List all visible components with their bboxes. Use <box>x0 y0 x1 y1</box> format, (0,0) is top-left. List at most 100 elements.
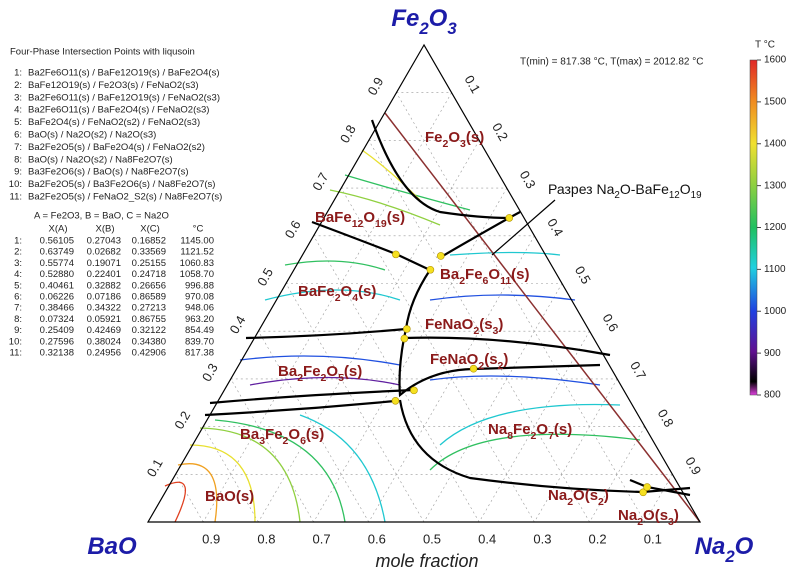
reaction-id: 7: <box>14 142 22 153</box>
row-id: 1: <box>14 236 22 247</box>
tick-label: 0.1 <box>462 73 484 96</box>
tick-label: 0.1 <box>144 456 166 479</box>
colorbar-label: 1300 <box>764 180 787 191</box>
tick-label: 0.5 <box>254 265 276 288</box>
phase-label: Ba2Fe2O5(s) <box>278 363 362 384</box>
reaction-id: 3: <box>14 92 22 103</box>
phase-label: FeNaO2(s2) <box>430 351 508 372</box>
tick-label: 0.8 <box>257 531 275 546</box>
corner-label: BaO <box>87 533 137 560</box>
column-header: X(C) <box>140 224 160 235</box>
phase-label: Na8Fe2O7(s) <box>488 421 572 442</box>
cell: 0.42906 <box>132 348 166 359</box>
grid-line <box>313 187 508 523</box>
cell: 839.70 <box>185 336 214 347</box>
cell: 0.25409 <box>40 325 74 336</box>
cell: 1060.83 <box>180 258 214 269</box>
phase-label: BaFe12O19(s) <box>315 209 405 230</box>
boundary <box>204 399 396 417</box>
tick-label: 0.9 <box>202 531 220 546</box>
row-id: 7: <box>14 303 22 314</box>
reaction-id: 11: <box>9 192 22 203</box>
reaction-id: 9: <box>14 167 22 178</box>
colorbar-label: 1200 <box>764 222 787 233</box>
reaction: BaO(s) / Na2O(s2) / Na8Fe2O7(s) <box>28 154 173 165</box>
colorbar-label: 900 <box>764 348 781 359</box>
phase-label: Na2O(s3) <box>618 507 679 528</box>
cell: 0.07186 <box>87 292 121 303</box>
tick-label: 0.1 <box>644 531 662 546</box>
isotherm <box>429 433 641 471</box>
cell: 0.24956 <box>87 348 121 359</box>
phase-label: Fe2O3(s) <box>425 129 484 150</box>
cell: 970.08 <box>185 292 214 303</box>
reaction: Ba2Fe2O5(s) / FeNaO2_S2(s) / Na8Fe2O7(s) <box>28 192 222 203</box>
reaction: Ba2Fe2O5(s) / Ba3Fe2O6(s) / Na8Fe2O7(s) <box>28 179 215 190</box>
isotherm <box>429 294 576 301</box>
row-id: 5: <box>14 280 22 291</box>
row-id: 6: <box>14 292 22 303</box>
cell: 0.27043 <box>87 236 121 247</box>
boundary <box>209 388 415 405</box>
phase-label: BaFe2O4(s) <box>298 283 376 304</box>
annotation: Разрез Na2O-BaFe12O19 <box>548 181 702 201</box>
colorbar-title: T °C <box>755 40 775 51</box>
isotherm <box>239 355 401 366</box>
cell: 963.20 <box>185 314 214 325</box>
reaction: Ba2Fe6O11(s) / BaFe12O19(s) / FeNaO2(s3) <box>28 92 220 103</box>
isotherm <box>344 174 471 211</box>
colorbar-label: 1000 <box>764 306 787 317</box>
intersection-point <box>643 483 651 491</box>
tick-label: 0.2 <box>489 120 511 143</box>
boundary <box>370 119 521 220</box>
intersection-point <box>426 265 435 274</box>
cell: 0.55774 <box>40 258 74 269</box>
cell: 0.63749 <box>40 247 74 258</box>
reaction-id: 6: <box>14 130 22 141</box>
intersection-point <box>410 386 418 395</box>
cell: 0.32122 <box>132 325 166 336</box>
isotherm <box>199 427 301 523</box>
tick-label: 0.6 <box>600 311 622 334</box>
cell: 0.19071 <box>87 258 121 269</box>
tick-label: 0.4 <box>544 216 566 239</box>
intersection-point <box>400 334 409 343</box>
cell: 996.88 <box>185 280 214 291</box>
phase-label: Ba2Fe6O11(s) <box>440 266 530 287</box>
grid-line <box>589 426 646 523</box>
tick-label: 0.2 <box>589 531 607 546</box>
grid-line <box>175 474 204 523</box>
cell: 948.06 <box>185 303 214 314</box>
cell: 0.40461 <box>40 280 74 291</box>
cell: 0.26656 <box>132 280 166 291</box>
reaction: Ba3Fe2O6(s) / BaO(s) / Na8Fe2O7(s) <box>28 167 189 178</box>
intersection-point <box>391 396 400 405</box>
isotherm <box>189 444 256 523</box>
cell: 0.07324 <box>40 314 74 325</box>
isotherm <box>299 414 386 523</box>
tick-label: 0.6 <box>368 531 386 546</box>
cell: 854.49 <box>185 325 214 336</box>
cell: 0.05921 <box>87 314 121 325</box>
cell: 0.27596 <box>40 336 74 347</box>
reaction-id: 10: <box>9 179 22 190</box>
colorbar-label: 1500 <box>764 97 787 108</box>
cell: 0.86755 <box>132 314 166 325</box>
phase-label: FeNaO2(s3) <box>425 316 503 337</box>
reaction: BaFe2O4(s) / FeNaO2(s2) / FeNaO2(s3) <box>28 117 200 128</box>
cell: 817.38 <box>185 348 214 359</box>
row-id: 4: <box>14 269 22 280</box>
tick-label: 0.3 <box>533 531 551 546</box>
tick-label: 0.9 <box>682 454 704 477</box>
cell: 0.42469 <box>87 325 121 336</box>
cell: 0.25155 <box>132 258 166 269</box>
column-header: X(A) <box>49 224 68 235</box>
reaction: Ba2Fe2O5(s) / BaFe2O4(s) / FeNaO2(s2) <box>28 142 205 153</box>
colorbar-label: 1100 <box>764 264 786 275</box>
reaction: BaO(s) / Na2O(s2) / Na2O(s3) <box>28 130 156 141</box>
boundary <box>404 269 431 330</box>
row-id: 8: <box>14 314 22 325</box>
tick-label: 0.5 <box>572 263 594 286</box>
corner-label: Na2O <box>695 533 754 566</box>
